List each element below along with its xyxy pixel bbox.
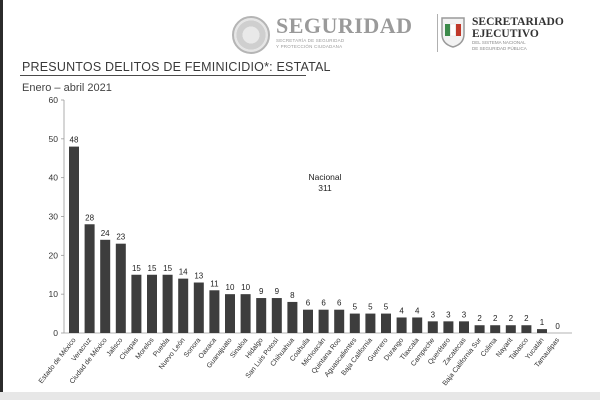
- bar-value-label: 2: [477, 314, 482, 323]
- seguridad-logo: SEGURIDAD SECRETARÍA DE SEGURIDAD Y PROT…: [232, 14, 438, 56]
- bar-value-label: 24: [101, 229, 110, 238]
- bar-value-label: 6: [306, 299, 311, 308]
- bar-value-label: 1: [540, 318, 545, 327]
- y-tick-label: 50: [49, 134, 59, 144]
- bar: [459, 321, 469, 333]
- bar: [287, 301, 298, 333]
- national-value: 311: [318, 183, 332, 193]
- bar: [349, 313, 360, 333]
- sesnsp-subtitle-2: DE SEGURIDAD PÚBLICA: [472, 46, 527, 51]
- y-tick-label: 40: [49, 173, 59, 183]
- bar-value-label: 23: [116, 233, 125, 242]
- national-total-annotation: Nacional 311: [290, 172, 360, 194]
- bottom-frame-strip: [0, 392, 600, 400]
- seguridad-title: SEGURIDAD: [276, 13, 413, 38]
- bar: [381, 313, 391, 333]
- mexico-seal-icon: [232, 16, 270, 54]
- bar-value-label: 9: [275, 287, 280, 296]
- bar-value-label: 13: [194, 272, 203, 281]
- bar-value-label: 2: [493, 314, 498, 323]
- bar: [490, 325, 501, 333]
- bar-value-label: 5: [353, 303, 358, 312]
- chart-subtitle: Enero – abril 2021: [22, 82, 112, 94]
- bar: [396, 317, 407, 333]
- bar-value-label: 3: [446, 310, 451, 319]
- sesnsp-shield-icon: [440, 16, 466, 48]
- bar: [178, 278, 189, 333]
- bar: [412, 317, 423, 333]
- bar-value-label: 10: [241, 283, 250, 292]
- bar: [443, 321, 454, 333]
- bar-value-label: 15: [163, 264, 172, 273]
- bar: [256, 298, 267, 333]
- left-frame-border: [0, 0, 3, 400]
- bar: [365, 313, 376, 333]
- bar: [271, 298, 282, 333]
- bar-value-label: 48: [70, 136, 79, 145]
- bar-value-label: 3: [431, 310, 436, 319]
- bar: [521, 325, 532, 333]
- y-tick-label: 10: [49, 289, 59, 299]
- logo-divider: [436, 14, 438, 52]
- bar: [537, 329, 547, 333]
- bars-group: [69, 146, 547, 333]
- sesnsp-title-2: EJECUTIVO: [472, 28, 539, 40]
- bar-value-label: 5: [384, 303, 389, 312]
- bar: [474, 325, 485, 333]
- bar-value-label: 4: [399, 306, 404, 315]
- y-tick-label: 0: [53, 328, 58, 338]
- bar: [147, 274, 157, 333]
- sesnsp-subtitle-1: DEL SISTEMA NACIONAL: [472, 40, 526, 45]
- bar: [100, 239, 111, 333]
- chart-title: PRESUNTOS DELITOS DE FEMINICIDIO*: ESTAT…: [22, 60, 331, 74]
- bar-value-label: 2: [524, 314, 529, 323]
- bar: [131, 274, 142, 333]
- bar-value-label: 14: [179, 268, 188, 277]
- bar: [505, 325, 516, 333]
- bar-value-label: 15: [148, 264, 157, 273]
- y-tick-label: 20: [49, 250, 59, 260]
- seguridad-subtitle-2: Y PROTECCIÓN CIUDADANA: [276, 44, 343, 49]
- bar: [303, 309, 313, 333]
- bar-value-label: 6: [321, 299, 326, 308]
- bar-value-label: 15: [132, 264, 141, 273]
- seguridad-subtitle-1: SECRETARÍA DE SEGURIDAD: [276, 38, 345, 43]
- bar-value-label: 0: [555, 322, 560, 331]
- bar-value-label: 4: [415, 306, 420, 315]
- bar-value-label: 2: [509, 314, 514, 323]
- bar-value-label: 8: [290, 291, 295, 300]
- bar-value-label: 6: [337, 299, 342, 308]
- y-tick-label: 60: [49, 95, 59, 105]
- bar-value-label: 10: [226, 283, 235, 292]
- bar: [69, 146, 79, 333]
- bar-value-label: 11: [210, 279, 219, 288]
- bar: [240, 294, 251, 333]
- bar: [225, 294, 235, 333]
- bar-value-label: 5: [368, 303, 373, 312]
- bar: [209, 290, 220, 333]
- bar: [115, 243, 126, 333]
- bar: [334, 309, 345, 333]
- bar: [427, 321, 438, 333]
- bar-value-label: 3: [462, 310, 467, 319]
- bar-value-label: 9: [259, 287, 264, 296]
- sesnsp-logo: SECRETARIADO EJECUTIVO DEL SISTEMA NACIO…: [440, 16, 564, 52]
- title-underline: [20, 75, 306, 76]
- y-tick-label: 30: [49, 212, 59, 222]
- bar-value-label: 28: [85, 213, 94, 222]
- bar: [84, 224, 95, 333]
- bar: [162, 274, 173, 333]
- sesnsp-title-1: SECRETARIADO: [472, 16, 564, 28]
- bar: [193, 282, 204, 333]
- national-label: Nacional: [308, 172, 342, 182]
- bar: [318, 309, 329, 333]
